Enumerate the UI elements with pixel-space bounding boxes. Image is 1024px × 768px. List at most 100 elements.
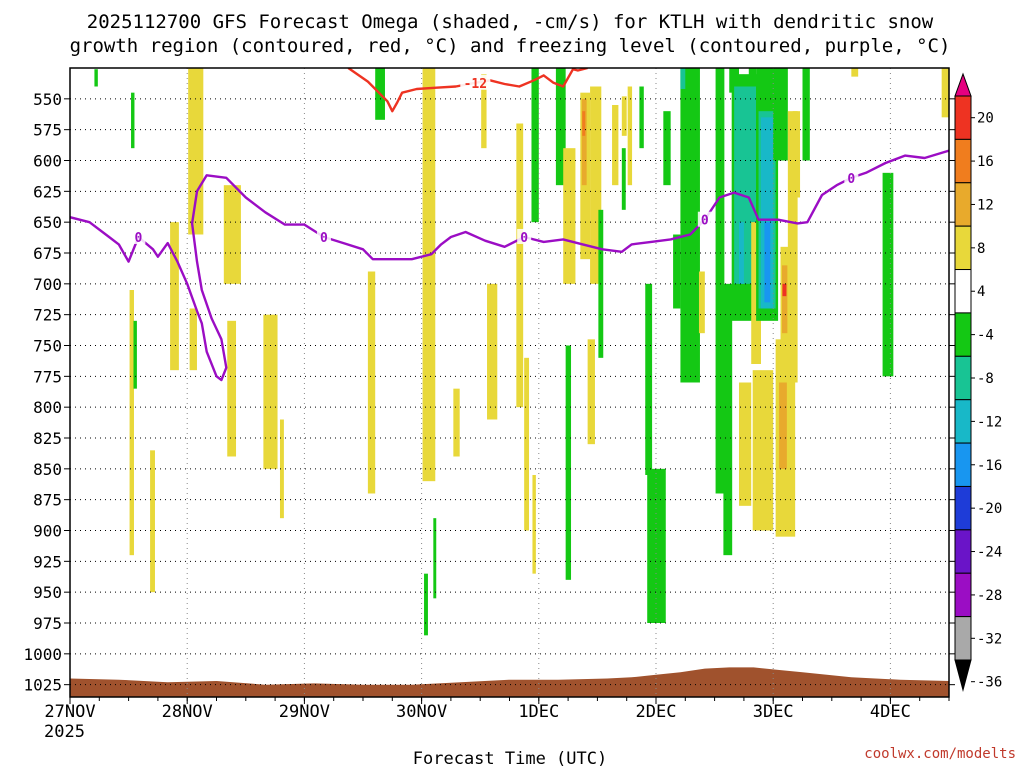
colorbar-swatch-9 <box>954 485 972 531</box>
omega-shade-region-60 <box>773 68 788 161</box>
omega-shade-region-41 <box>680 68 700 383</box>
omega-shade-region-30 <box>587 339 595 445</box>
y-tick-675: 675 <box>33 244 62 263</box>
omega-shade-region-5 <box>188 68 204 235</box>
omega-shade-region-4 <box>133 320 137 389</box>
omega-shade-region-26 <box>563 148 576 284</box>
omega-shade-region-0 <box>94 69 98 87</box>
omega-shade-region-66 <box>787 111 798 383</box>
omega-shade-region-54 <box>751 222 761 364</box>
omega-shade-region-42 <box>673 234 681 309</box>
y-tick-900: 900 <box>33 522 62 541</box>
y-tick-650: 650 <box>33 213 62 232</box>
colorbar-label--12: -12 <box>977 414 1002 430</box>
omega-shade-region-23 <box>531 68 539 223</box>
colorbar-swatch-0 <box>954 95 972 140</box>
freezing-level-label-4: 0 <box>847 172 855 187</box>
colorbar-swatch-7 <box>954 399 972 444</box>
omega-shade-region-37 <box>645 283 653 475</box>
omega-shade-region-44 <box>698 271 705 334</box>
freezing-level-label-3: 0 <box>701 214 709 229</box>
y-tick-725: 725 <box>33 306 62 325</box>
colorbar-swatch-3 <box>954 225 972 271</box>
omega-shade-region-55 <box>752 370 774 531</box>
omega-shade-region-69 <box>851 68 859 77</box>
omega-shade-region-22 <box>532 475 536 574</box>
omega-shade-region-24 <box>555 68 566 186</box>
omega-shade-region-3 <box>150 450 155 593</box>
colorbar-swatch-6 <box>954 355 972 401</box>
omega-shade-region-7 <box>189 308 197 371</box>
y-tick-550: 550 <box>33 90 62 109</box>
y-tick-825: 825 <box>33 429 62 448</box>
omega-shade-region-25 <box>565 345 572 580</box>
terrain-area <box>70 667 949 697</box>
omega-shade-region-43 <box>680 68 686 89</box>
x-axis-label: Forecast Time (UTC) <box>413 749 607 768</box>
colorbar-label--4: -4 <box>977 328 994 344</box>
chart-title-line2: growth region (contoured, red, °C) and f… <box>70 35 951 57</box>
x-year-label: 2025 <box>44 722 85 742</box>
omega-shade-region-12 <box>367 271 376 494</box>
y-tick-775: 775 <box>33 367 62 386</box>
omega-shade-region-18 <box>481 74 487 149</box>
omega-shade-region-29 <box>582 111 586 136</box>
chart-title-line1: 2025112700 GFS Forecast Omega (shaded, -… <box>87 11 934 33</box>
colorbar-swatch-2 <box>954 182 972 227</box>
y-tick-875: 875 <box>33 491 62 510</box>
omega-shade-region-65 <box>782 283 787 297</box>
omega-shade-region-70 <box>882 172 894 377</box>
omega-shade-region-38 <box>647 468 666 623</box>
colorbar-label--16: -16 <box>977 458 1002 474</box>
omega-shade-region-35 <box>621 148 626 210</box>
omega-shade-region-8 <box>223 185 241 284</box>
omega-shade-region-2 <box>129 290 134 556</box>
colorbar-label-12: 12 <box>977 197 994 213</box>
omega-shade-region-50 <box>739 382 752 506</box>
x-tick-2DEC: 2DEC <box>636 702 677 722</box>
colorbar-swatch-8 <box>954 442 972 487</box>
x-tick-4DEC: 4DEC <box>870 702 911 722</box>
omega-shade-region-10 <box>263 314 278 469</box>
omega-shade-region-45 <box>715 68 725 494</box>
y-tick-600: 600 <box>33 152 62 171</box>
y-tick-750: 750 <box>33 337 62 356</box>
omega-shade-region-9 <box>227 320 237 457</box>
freezing-level-line <box>70 149 949 382</box>
colorbar-label-4: 4 <box>977 284 985 300</box>
omega-shade-region-15 <box>424 573 428 636</box>
omega-shade-region-36 <box>627 86 633 186</box>
x-tick-labels: 27NOV 28NOV 29NOV 30NOV 1DEC 2DEC 3DEC 4DEC <box>44 697 950 722</box>
colorbar-label--20: -20 <box>977 501 1002 517</box>
omega-shade-region-11 <box>279 419 284 519</box>
y-tick-1025: 1025 <box>23 676 62 695</box>
omega-shade-region-16 <box>433 518 437 599</box>
x-tick-29NOV: 29NOV <box>279 702 330 722</box>
colorbar-label--32: -32 <box>977 631 1002 647</box>
x-tick-3DEC: 3DEC <box>753 702 794 722</box>
omega-shade-region-68 <box>802 68 810 161</box>
omega-shade-region-14 <box>422 68 436 482</box>
x-tick-30NOV: 30NOV <box>396 702 447 722</box>
omega-shade-region-46 <box>723 283 733 556</box>
colorbar-label--28: -28 <box>977 588 1002 604</box>
colorbar-label-20: 20 <box>977 111 994 127</box>
x-tick-1DEC: 1DEC <box>518 702 559 722</box>
colorbar-bottom-arrow <box>954 659 972 692</box>
omega-shade-region-59 <box>764 222 771 303</box>
y-tick-975: 975 <box>33 614 62 633</box>
omega-shade-region-20 <box>516 123 524 408</box>
x-tick-28NOV: 28NOV <box>162 702 213 722</box>
omega-shade-region-1 <box>131 92 135 149</box>
colorbar: 20 16 12 8 4 -4 -8 -12 -16 -20 -24 -28 -32 -36 <box>954 72 1002 692</box>
freezing-level-label-1: 0 <box>320 231 328 246</box>
y-tick-700: 700 <box>33 275 62 294</box>
colorbar-label-16: 16 <box>977 154 994 170</box>
colorbar-swatch-1 <box>954 138 972 184</box>
omega-shade-region-17 <box>453 388 460 457</box>
y-tick-850: 850 <box>33 460 62 479</box>
omega-shade-region-64 <box>781 265 788 334</box>
y-tick-625: 625 <box>33 182 62 201</box>
colorbar-label--36: -36 <box>977 675 1002 691</box>
freezing-level-label-0: 0 <box>134 231 142 246</box>
